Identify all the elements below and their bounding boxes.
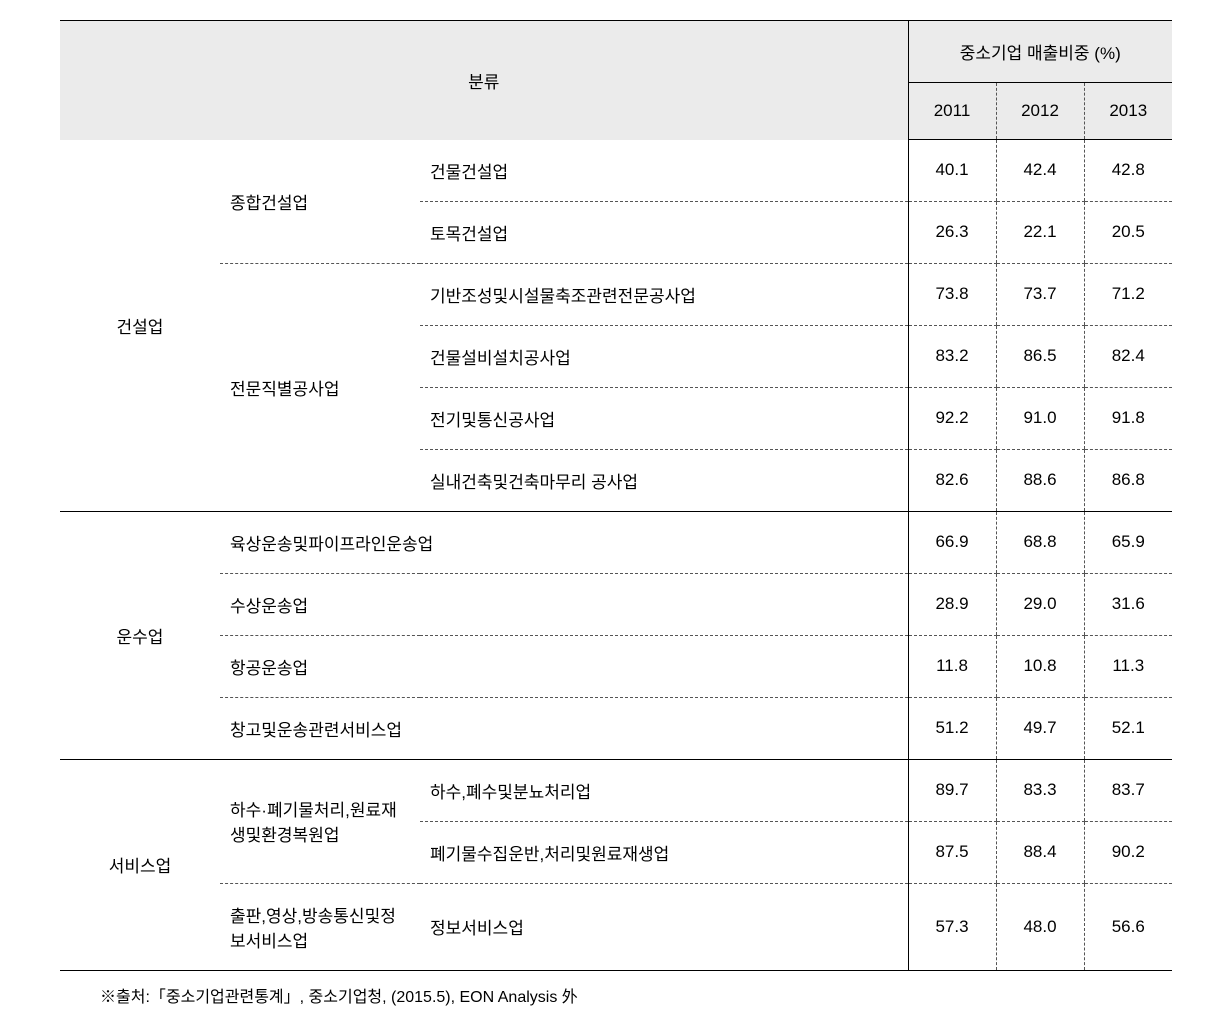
cell-value: 90.2: [1084, 821, 1172, 883]
cell-value: 91.0: [996, 387, 1084, 449]
cell-value: 88.4: [996, 821, 1084, 883]
group-name: 건설업: [60, 140, 220, 512]
cell-value: 40.1: [908, 140, 996, 202]
row-label: 실내건축및건축마무리 공사업: [420, 449, 908, 511]
cell-value: 71.2: [1084, 263, 1172, 325]
cell-value: 73.8: [908, 263, 996, 325]
cell-value: 82.6: [908, 449, 996, 511]
group-name: 서비스업: [60, 759, 220, 970]
cell-value: 82.4: [1084, 325, 1172, 387]
cell-value: 42.4: [996, 140, 1084, 202]
cell-value: 65.9: [1084, 511, 1172, 573]
cell-value: 73.7: [996, 263, 1084, 325]
header-metric-title: 중소기업 매출비중 (%): [908, 21, 1172, 83]
cell-value: 86.5: [996, 325, 1084, 387]
cell-value: 31.6: [1084, 573, 1172, 635]
cell-value: 29.0: [996, 573, 1084, 635]
cell-value: 68.8: [996, 511, 1084, 573]
group-name: 운수업: [60, 511, 220, 759]
row-label: 기반조성및시설물축조관련전문공사업: [420, 263, 908, 325]
cell-value: 92.2: [908, 387, 996, 449]
subgroup-name: 전문직별공사업: [220, 263, 420, 511]
table-row: 전문직별공사업 기반조성및시설물축조관련전문공사업 73.8 73.7 71.2: [60, 263, 1172, 325]
table-row: 운수업 육상운송및파이프라인운송업 66.9 68.8 65.9: [60, 511, 1172, 573]
cell-value: 22.1: [996, 201, 1084, 263]
cell-value: 83.2: [908, 325, 996, 387]
cell-value: 83.3: [996, 759, 1084, 821]
table-row: 출판,영상,방송통신및정보서비스업 정보서비스업 57.3 48.0 56.6: [60, 883, 1172, 970]
row-label: 전기및통신공사업: [420, 387, 908, 449]
table-row: 서비스업 하수·폐기물처리,원료재생및환경복원업 하수,폐수및분뇨처리업 89.…: [60, 759, 1172, 821]
table-header: 분류 중소기업 매출비중 (%) 2011 2012 2013: [60, 21, 1172, 140]
cell-value: 57.3: [908, 883, 996, 970]
cell-value: 87.5: [908, 821, 996, 883]
cell-value: 66.9: [908, 511, 996, 573]
row-label: 항공운송업: [220, 635, 908, 697]
cell-value: 86.8: [1084, 449, 1172, 511]
row-label: 건물설비설치공사업: [420, 325, 908, 387]
cell-value: 48.0: [996, 883, 1084, 970]
row-label: 하수,폐수및분뇨처리업: [420, 759, 908, 821]
table-row: 항공운송업 11.8 10.8 11.3: [60, 635, 1172, 697]
row-label: 육상운송및파이프라인운송업: [220, 511, 908, 573]
cell-value: 20.5: [1084, 201, 1172, 263]
subgroup-name: 하수·폐기물처리,원료재생및환경복원업: [220, 759, 420, 883]
header-classification: 분류: [60, 21, 908, 140]
header-year-1: 2012: [996, 83, 1084, 140]
header-year-0: 2011: [908, 83, 996, 140]
subgroup-name: 출판,영상,방송통신및정보서비스업: [220, 883, 420, 970]
row-label: 폐기물수집운반,처리및원료재생업: [420, 821, 908, 883]
table-row: 창고및운송관련서비스업 51.2 49.7 52.1: [60, 697, 1172, 759]
table-row: 건설업 종합건설업 건물건설업 40.1 42.4 42.8: [60, 140, 1172, 202]
cell-value: 51.2: [908, 697, 996, 759]
row-label: 수상운송업: [220, 573, 908, 635]
cell-value: 83.7: [1084, 759, 1172, 821]
row-label: 토목건설업: [420, 201, 908, 263]
cell-value: 49.7: [996, 697, 1084, 759]
cell-value: 91.8: [1084, 387, 1172, 449]
sme-revenue-table: 분류 중소기업 매출비중 (%) 2011 2012 2013 건설업 종합건설…: [60, 20, 1172, 971]
cell-value: 42.8: [1084, 140, 1172, 202]
cell-value: 56.6: [1084, 883, 1172, 970]
table-row: 수상운송업 28.9 29.0 31.6: [60, 573, 1172, 635]
cell-value: 88.6: [996, 449, 1084, 511]
cell-value: 26.3: [908, 201, 996, 263]
cell-value: 28.9: [908, 573, 996, 635]
subgroup-name: 종합건설업: [220, 140, 420, 264]
row-label: 건물건설업: [420, 140, 908, 202]
cell-value: 11.8: [908, 635, 996, 697]
header-year-2: 2013: [1084, 83, 1172, 140]
cell-value: 52.1: [1084, 697, 1172, 759]
cell-value: 10.8: [996, 635, 1084, 697]
row-label: 정보서비스업: [420, 883, 908, 970]
row-label: 창고및운송관련서비스업: [220, 697, 908, 759]
source-note: ※출처:「중소기업관련통계」, 중소기업청, (2015.5), EON Ana…: [60, 983, 1172, 1007]
table-body: 건설업 종합건설업 건물건설업 40.1 42.4 42.8 토목건설업 26.…: [60, 140, 1172, 971]
cell-value: 11.3: [1084, 635, 1172, 697]
cell-value: 89.7: [908, 759, 996, 821]
